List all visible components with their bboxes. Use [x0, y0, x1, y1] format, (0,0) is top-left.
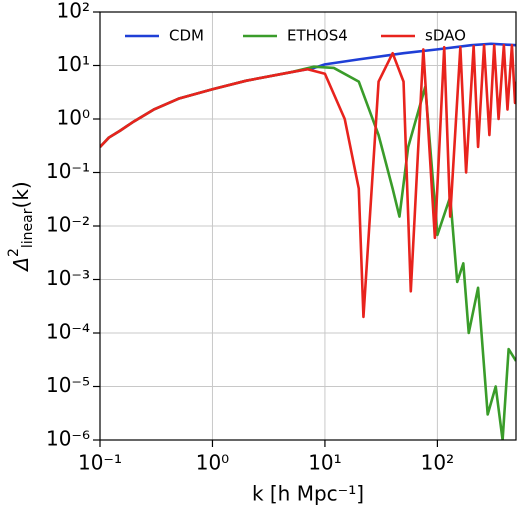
- y-tick-label: 10⁰: [57, 106, 90, 130]
- y-tick-label: 10⁻²: [46, 213, 90, 237]
- series-line: [100, 65, 516, 440]
- plot-area: [100, 42, 516, 440]
- x-tick-label: 10⁻¹: [78, 451, 122, 475]
- y-tick-label: 10⁻¹: [46, 159, 90, 183]
- y-tick-label: 10²: [57, 0, 90, 23]
- y-tick-label: 10¹: [57, 52, 90, 76]
- y-tick-label: 10⁻⁶: [46, 427, 90, 451]
- y-axis-label: Δ2linear(k): [6, 181, 36, 272]
- legend-label: CDM: [169, 27, 204, 45]
- y-tick-label: 10⁻⁵: [46, 373, 90, 397]
- y-tick-label: 10⁻³: [46, 266, 90, 290]
- y-label-arg: (k): [9, 181, 33, 208]
- legend-label: ETHOS4: [287, 27, 348, 45]
- series-line: [100, 43, 516, 319]
- series-line: [100, 42, 516, 148]
- x-tick-label: 10⁰: [196, 451, 229, 475]
- y-label-symbol: Δ: [9, 257, 33, 273]
- legend: CDM ETHOS4 sDAO: [125, 27, 466, 45]
- y-label-sub: linear: [20, 208, 36, 248]
- y-tick-label: 10⁻⁴: [46, 320, 90, 344]
- y-label-sup: 2: [6, 248, 22, 257]
- legend-label: sDAO: [425, 27, 466, 45]
- x-axis-label: k [h Mpc⁻¹]: [252, 482, 364, 506]
- x-tick-label: 10²: [421, 451, 454, 475]
- x-tick-label: 10¹: [308, 451, 341, 475]
